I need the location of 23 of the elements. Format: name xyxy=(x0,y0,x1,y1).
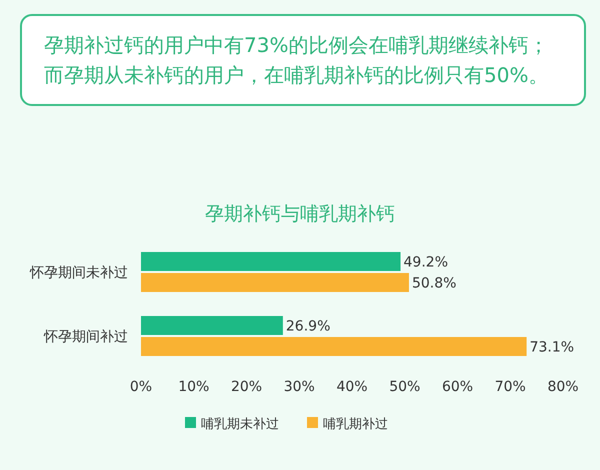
data-label: 50.8% xyxy=(412,276,456,292)
text: 孕期补过钙的用户中有73%的比例会在哺乳期继续补钙；而孕期从未补钙的用户，在哺乳期补钙的比例只有50%。 xyxy=(20,14,586,106)
y-tick-label: 怀孕期间补过 xyxy=(43,329,128,345)
x-tick-label: 80% xyxy=(547,379,579,395)
y-tick-label: 怀孕期间未补过 xyxy=(29,265,128,281)
x-tick-label: 0% xyxy=(130,379,152,395)
chart-title: 孕期补钙与哺乳期补钙 xyxy=(205,203,395,225)
x-tick-label: 40% xyxy=(336,379,368,395)
x-tick-label: 20% xyxy=(230,379,262,395)
legend-label: 哺乳期未补过 xyxy=(201,417,279,432)
data-label: 26.9% xyxy=(286,318,330,334)
bar xyxy=(141,316,283,335)
x-tick-label: 30% xyxy=(284,379,315,395)
x-tick-label: 70% xyxy=(494,379,526,395)
data-label: 49.2% xyxy=(404,254,448,270)
data-label: 73.1% xyxy=(530,340,574,356)
bar xyxy=(141,337,527,356)
bar xyxy=(141,273,409,292)
legend-label: 哺乳期补过 xyxy=(323,417,388,432)
x-tick-label: 50% xyxy=(389,379,420,395)
bar xyxy=(141,252,401,271)
x-tick-label: 10% xyxy=(178,379,210,395)
x-tick-label: 60% xyxy=(442,379,474,395)
